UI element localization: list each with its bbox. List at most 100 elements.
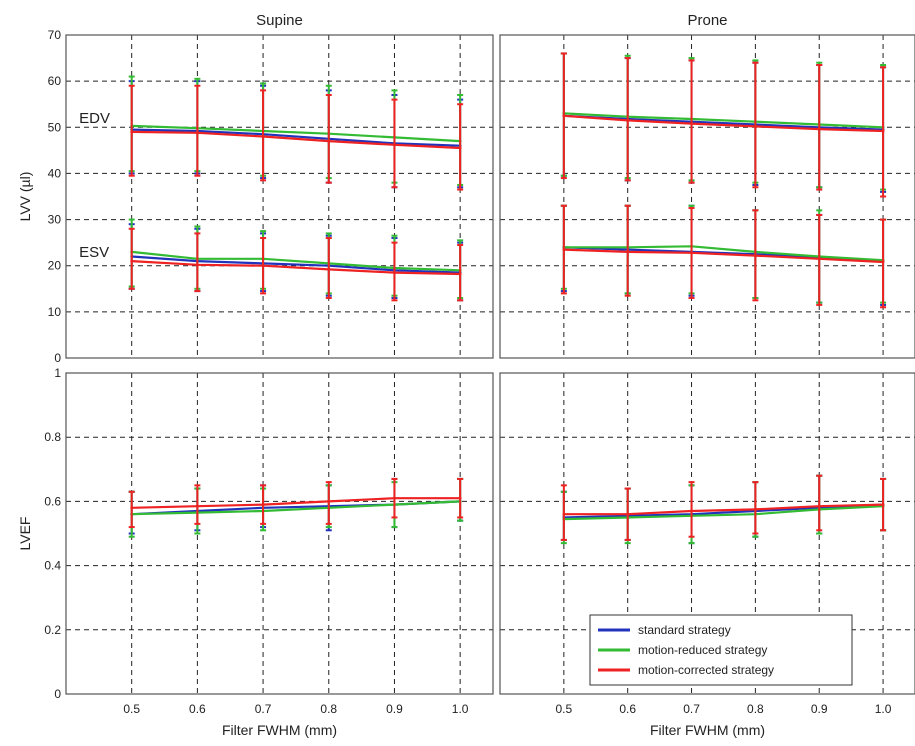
data-point — [881, 129, 885, 133]
series-group-edv — [560, 52, 887, 198]
x-tick-label: 0.9 — [811, 702, 828, 716]
y-tick-label: 0.6 — [44, 494, 61, 508]
data-point — [261, 135, 265, 138]
series-line — [131, 128, 461, 147]
data-point — [458, 272, 462, 276]
data-point — [817, 257, 821, 261]
y-tick-label: 1 — [54, 366, 61, 380]
series-motion-corrected-strategy — [128, 84, 464, 191]
data-point — [393, 496, 396, 500]
data-point — [626, 118, 630, 122]
y-tick-label: 10 — [48, 305, 62, 319]
y-axis-label: LVV (µl) — [17, 172, 33, 222]
data-point — [626, 250, 630, 254]
panel-prone-lvef: 0.5 0.6 0.7 0.8 0.9 1.0 Filter FWHM (mm) — [499, 372, 915, 738]
series-line — [563, 248, 884, 264]
x-tick-label: 0.7 — [255, 702, 272, 716]
series-motion-corrected-strategy — [560, 204, 887, 309]
y-tick-label: 0 — [54, 351, 61, 365]
axes-frame — [499, 34, 915, 359]
data-point — [458, 146, 462, 150]
data-point — [881, 503, 885, 507]
series-group-edv — [128, 75, 464, 191]
data-point — [195, 263, 199, 267]
data-point — [261, 264, 265, 268]
data-point — [327, 139, 331, 143]
series-line — [563, 503, 884, 516]
series-group-esv — [560, 204, 887, 309]
y-tick-label: 70 — [48, 28, 62, 42]
data-point — [130, 259, 134, 263]
x-axis-label: Filter FWHM (mm) — [650, 722, 765, 738]
data-point — [458, 496, 462, 500]
y-tick-label: 0.4 — [44, 559, 61, 573]
y-tick-label: 0.8 — [44, 430, 61, 444]
series-group-esv — [128, 218, 464, 302]
series-group-lvef — [128, 477, 464, 538]
legend-box — [589, 614, 853, 686]
x-tick-label: 0.7 — [683, 702, 700, 716]
series-line — [563, 114, 884, 131]
data-point — [261, 503, 265, 507]
x-axis-label: Filter FWHM (mm) — [222, 722, 337, 738]
series-line — [131, 130, 461, 150]
y-tick-label: 30 — [48, 213, 62, 227]
annotation-edv: EDV — [79, 110, 110, 127]
y-tick-label: 20 — [48, 259, 62, 273]
data-point — [690, 122, 693, 125]
legend: standard strategy motion-reduced strategy… — [589, 614, 853, 686]
data-point — [130, 506, 134, 510]
x-tick-label: 0.8 — [747, 702, 764, 716]
panel-supine-lvef: 0 0.2 0.4 0.6 0.8 1 0.5 0.6 0.7 0.8 0.9 1.0 Filter F… — [17, 366, 494, 738]
annotation-esv: ESV — [79, 244, 109, 261]
y-tick-label: 0 — [54, 687, 61, 701]
data-point — [562, 512, 566, 516]
series-motion-corrected-strategy — [560, 474, 887, 541]
series-line — [563, 505, 884, 521]
series-motion-corrected-strategy — [560, 52, 887, 198]
y-tick-label: 0.2 — [44, 623, 61, 637]
data-point — [327, 500, 331, 503]
data-point — [881, 260, 885, 264]
x-tick-label: 0.6 — [619, 702, 636, 716]
x-tick-label: 1.0 — [875, 702, 892, 716]
data-point — [817, 127, 821, 131]
y-tick-label: 60 — [48, 74, 62, 88]
y-tick-label: 40 — [48, 166, 62, 180]
panel-title: Supine — [256, 12, 303, 29]
series-motion-corrected-strategy — [128, 477, 464, 529]
legend-entry: standard strategy — [638, 623, 731, 637]
data-point — [753, 508, 757, 511]
series-line — [131, 260, 461, 276]
x-tick-label: 0.5 — [556, 702, 573, 716]
data-point — [562, 248, 566, 251]
series-line — [563, 503, 884, 519]
x-tick-label: 0.8 — [320, 702, 337, 716]
data-point — [753, 124, 757, 128]
x-tick-label: 0.5 — [123, 702, 140, 716]
panel-supine-lvv: 0 10 20 30 40 50 60 70 Supine LVV (µl) EDV ESV — [17, 12, 494, 365]
x-tick-label: 0.6 — [189, 702, 206, 716]
data-point — [817, 504, 821, 508]
data-point — [393, 271, 396, 275]
legend-entry: motion-reduced strategy — [638, 643, 767, 657]
y-tick-label: 50 — [48, 120, 62, 134]
data-point — [690, 251, 693, 255]
data-point — [195, 131, 199, 135]
panel-prone-lvv: Prone — [499, 12, 915, 359]
axes-frame — [65, 34, 494, 359]
series-line — [131, 124, 461, 143]
series-group-lvef — [560, 474, 887, 545]
series-line — [563, 112, 884, 129]
panel-title: Prone — [687, 12, 727, 29]
data-point — [130, 130, 134, 134]
data-point — [753, 254, 757, 257]
data-point — [327, 268, 331, 271]
y-axis-label: LVEF — [17, 517, 33, 551]
series-line — [131, 500, 461, 516]
x-tick-label: 0.9 — [386, 702, 403, 716]
data-point — [690, 509, 693, 513]
data-point — [195, 504, 199, 508]
